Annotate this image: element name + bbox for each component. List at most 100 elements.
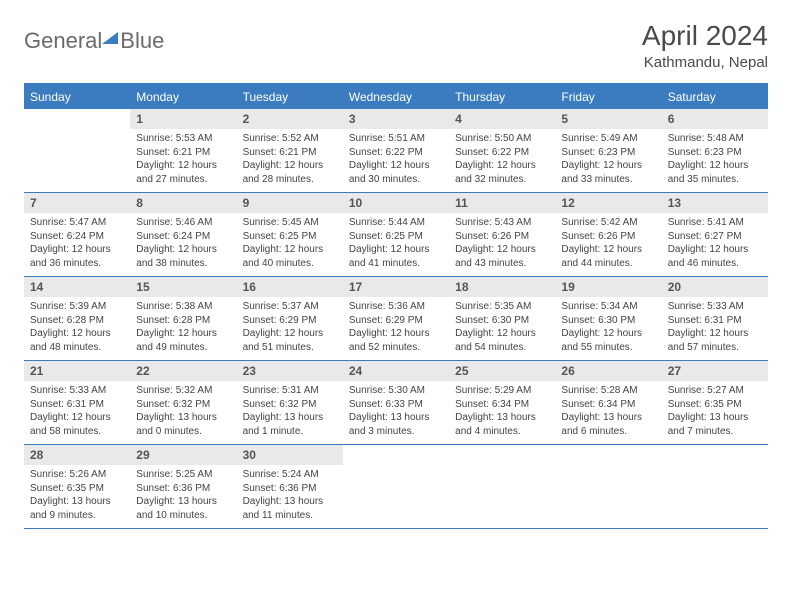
- sunrise-line: Sunrise: 5:50 AM: [455, 132, 549, 146]
- daylight-line: Daylight: 12 hours and 48 minutes.: [30, 327, 124, 354]
- day-details: Sunrise: 5:48 AMSunset: 6:23 PMDaylight:…: [662, 129, 768, 192]
- day-details: Sunrise: 5:31 AMSunset: 6:32 PMDaylight:…: [237, 381, 343, 444]
- day-number: 12: [555, 193, 661, 213]
- daylight-line: Daylight: 13 hours and 6 minutes.: [561, 411, 655, 438]
- calendar-cell: 7Sunrise: 5:47 AMSunset: 6:24 PMDaylight…: [24, 193, 130, 276]
- calendar: SundayMondayTuesdayWednesdayThursdayFrid…: [24, 83, 768, 529]
- daylight-line: Daylight: 12 hours and 46 minutes.: [668, 243, 762, 270]
- sunset-line: Sunset: 6:33 PM: [349, 398, 443, 412]
- day-number: 22: [130, 361, 236, 381]
- day-details: Sunrise: 5:33 AMSunset: 6:31 PMDaylight:…: [24, 381, 130, 444]
- sunset-line: Sunset: 6:34 PM: [561, 398, 655, 412]
- day-details: Sunrise: 5:44 AMSunset: 6:25 PMDaylight:…: [343, 213, 449, 276]
- daylight-line: Daylight: 12 hours and 52 minutes.: [349, 327, 443, 354]
- calendar-cell: 19Sunrise: 5:34 AMSunset: 6:30 PMDayligh…: [555, 277, 661, 360]
- sunset-line: Sunset: 6:29 PM: [349, 314, 443, 328]
- sunrise-line: Sunrise: 5:31 AM: [243, 384, 337, 398]
- sunset-line: Sunset: 6:35 PM: [668, 398, 762, 412]
- day-header: Monday: [130, 85, 236, 109]
- calendar-cell: 24Sunrise: 5:30 AMSunset: 6:33 PMDayligh…: [343, 361, 449, 444]
- calendar-cell: 27Sunrise: 5:27 AMSunset: 6:35 PMDayligh…: [662, 361, 768, 444]
- day-number: 28: [24, 445, 130, 465]
- daylight-line: Daylight: 13 hours and 0 minutes.: [136, 411, 230, 438]
- sunrise-line: Sunrise: 5:26 AM: [30, 468, 124, 482]
- sunset-line: Sunset: 6:25 PM: [243, 230, 337, 244]
- day-number: 14: [24, 277, 130, 297]
- sunrise-line: Sunrise: 5:39 AM: [30, 300, 124, 314]
- daylight-line: Daylight: 12 hours and 55 minutes.: [561, 327, 655, 354]
- calendar-cell: 18Sunrise: 5:35 AMSunset: 6:30 PMDayligh…: [449, 277, 555, 360]
- daylight-line: Daylight: 12 hours and 27 minutes.: [136, 159, 230, 186]
- daylight-line: Daylight: 12 hours and 38 minutes.: [136, 243, 230, 270]
- calendar-cell: 21Sunrise: 5:33 AMSunset: 6:31 PMDayligh…: [24, 361, 130, 444]
- sunrise-line: Sunrise: 5:29 AM: [455, 384, 549, 398]
- sunset-line: Sunset: 6:23 PM: [668, 146, 762, 160]
- day-details: Sunrise: 5:30 AMSunset: 6:33 PMDaylight:…: [343, 381, 449, 444]
- daylight-line: Daylight: 12 hours and 44 minutes.: [561, 243, 655, 270]
- sunrise-line: Sunrise: 5:48 AM: [668, 132, 762, 146]
- sunrise-line: Sunrise: 5:24 AM: [243, 468, 337, 482]
- calendar-week: 01Sunrise: 5:53 AMSunset: 6:21 PMDayligh…: [24, 109, 768, 193]
- day-details: Sunrise: 5:52 AMSunset: 6:21 PMDaylight:…: [237, 129, 343, 192]
- calendar-cell: 30Sunrise: 5:24 AMSunset: 6:36 PMDayligh…: [237, 445, 343, 528]
- sunset-line: Sunset: 6:24 PM: [30, 230, 124, 244]
- day-number: 23: [237, 361, 343, 381]
- daylight-line: Daylight: 12 hours and 58 minutes.: [30, 411, 124, 438]
- daylight-line: Daylight: 13 hours and 7 minutes.: [668, 411, 762, 438]
- daylight-line: Daylight: 12 hours and 32 minutes.: [455, 159, 549, 186]
- daylight-line: Daylight: 12 hours and 43 minutes.: [455, 243, 549, 270]
- brand-triangle-icon: [102, 32, 118, 44]
- day-details: Sunrise: 5:28 AMSunset: 6:34 PMDaylight:…: [555, 381, 661, 444]
- day-details: Sunrise: 5:34 AMSunset: 6:30 PMDaylight:…: [555, 297, 661, 360]
- day-details: Sunrise: 5:45 AMSunset: 6:25 PMDaylight:…: [237, 213, 343, 276]
- day-details: Sunrise: 5:37 AMSunset: 6:29 PMDaylight:…: [237, 297, 343, 360]
- sunrise-line: Sunrise: 5:33 AM: [668, 300, 762, 314]
- sunrise-line: Sunrise: 5:32 AM: [136, 384, 230, 398]
- calendar-cell: 28Sunrise: 5:26 AMSunset: 6:35 PMDayligh…: [24, 445, 130, 528]
- sunrise-line: Sunrise: 5:27 AM: [668, 384, 762, 398]
- day-number: 19: [555, 277, 661, 297]
- sunset-line: Sunset: 6:26 PM: [455, 230, 549, 244]
- day-number: 13: [662, 193, 768, 213]
- sunrise-line: Sunrise: 5:30 AM: [349, 384, 443, 398]
- day-number: 4: [449, 109, 555, 129]
- calendar-week: 21Sunrise: 5:33 AMSunset: 6:31 PMDayligh…: [24, 361, 768, 445]
- sunset-line: Sunset: 6:25 PM: [349, 230, 443, 244]
- day-number: 6: [662, 109, 768, 129]
- day-header: Tuesday: [237, 85, 343, 109]
- sunset-line: Sunset: 6:28 PM: [30, 314, 124, 328]
- header: General Blue April 2024 Kathmandu, Nepal: [24, 20, 768, 71]
- calendar-week: 28Sunrise: 5:26 AMSunset: 6:35 PMDayligh…: [24, 445, 768, 529]
- sunrise-line: Sunrise: 5:33 AM: [30, 384, 124, 398]
- calendar-cell: 20Sunrise: 5:33 AMSunset: 6:31 PMDayligh…: [662, 277, 768, 360]
- day-number: 7: [24, 193, 130, 213]
- daylight-line: Daylight: 13 hours and 4 minutes.: [455, 411, 549, 438]
- sunrise-line: Sunrise: 5:37 AM: [243, 300, 337, 314]
- daylight-line: Daylight: 13 hours and 11 minutes.: [243, 495, 337, 522]
- sunrise-line: Sunrise: 5:45 AM: [243, 216, 337, 230]
- calendar-cell: 17Sunrise: 5:36 AMSunset: 6:29 PMDayligh…: [343, 277, 449, 360]
- calendar-cell: 0: [343, 445, 449, 528]
- daylight-line: Daylight: 13 hours and 3 minutes.: [349, 411, 443, 438]
- sunset-line: Sunset: 6:30 PM: [455, 314, 549, 328]
- day-details: Sunrise: 5:51 AMSunset: 6:22 PMDaylight:…: [343, 129, 449, 192]
- calendar-cell: 29Sunrise: 5:25 AMSunset: 6:36 PMDayligh…: [130, 445, 236, 528]
- day-details: Sunrise: 5:43 AMSunset: 6:26 PMDaylight:…: [449, 213, 555, 276]
- sunset-line: Sunset: 6:21 PM: [243, 146, 337, 160]
- sunset-line: Sunset: 6:24 PM: [136, 230, 230, 244]
- brand-logo: General Blue: [24, 20, 164, 54]
- sunrise-line: Sunrise: 5:53 AM: [136, 132, 230, 146]
- title-block: April 2024 Kathmandu, Nepal: [642, 20, 768, 71]
- month-title: April 2024: [642, 20, 768, 52]
- daylight-line: Daylight: 13 hours and 1 minute.: [243, 411, 337, 438]
- calendar-cell: 10Sunrise: 5:44 AMSunset: 6:25 PMDayligh…: [343, 193, 449, 276]
- day-details: Sunrise: 5:32 AMSunset: 6:32 PMDaylight:…: [130, 381, 236, 444]
- calendar-cell: 25Sunrise: 5:29 AMSunset: 6:34 PMDayligh…: [449, 361, 555, 444]
- calendar-cell: 26Sunrise: 5:28 AMSunset: 6:34 PMDayligh…: [555, 361, 661, 444]
- sunrise-line: Sunrise: 5:44 AM: [349, 216, 443, 230]
- calendar-cell: 2Sunrise: 5:52 AMSunset: 6:21 PMDaylight…: [237, 109, 343, 192]
- calendar-cell: 6Sunrise: 5:48 AMSunset: 6:23 PMDaylight…: [662, 109, 768, 192]
- daylight-line: Daylight: 12 hours and 51 minutes.: [243, 327, 337, 354]
- day-number: 15: [130, 277, 236, 297]
- daylight-line: Daylight: 13 hours and 9 minutes.: [30, 495, 124, 522]
